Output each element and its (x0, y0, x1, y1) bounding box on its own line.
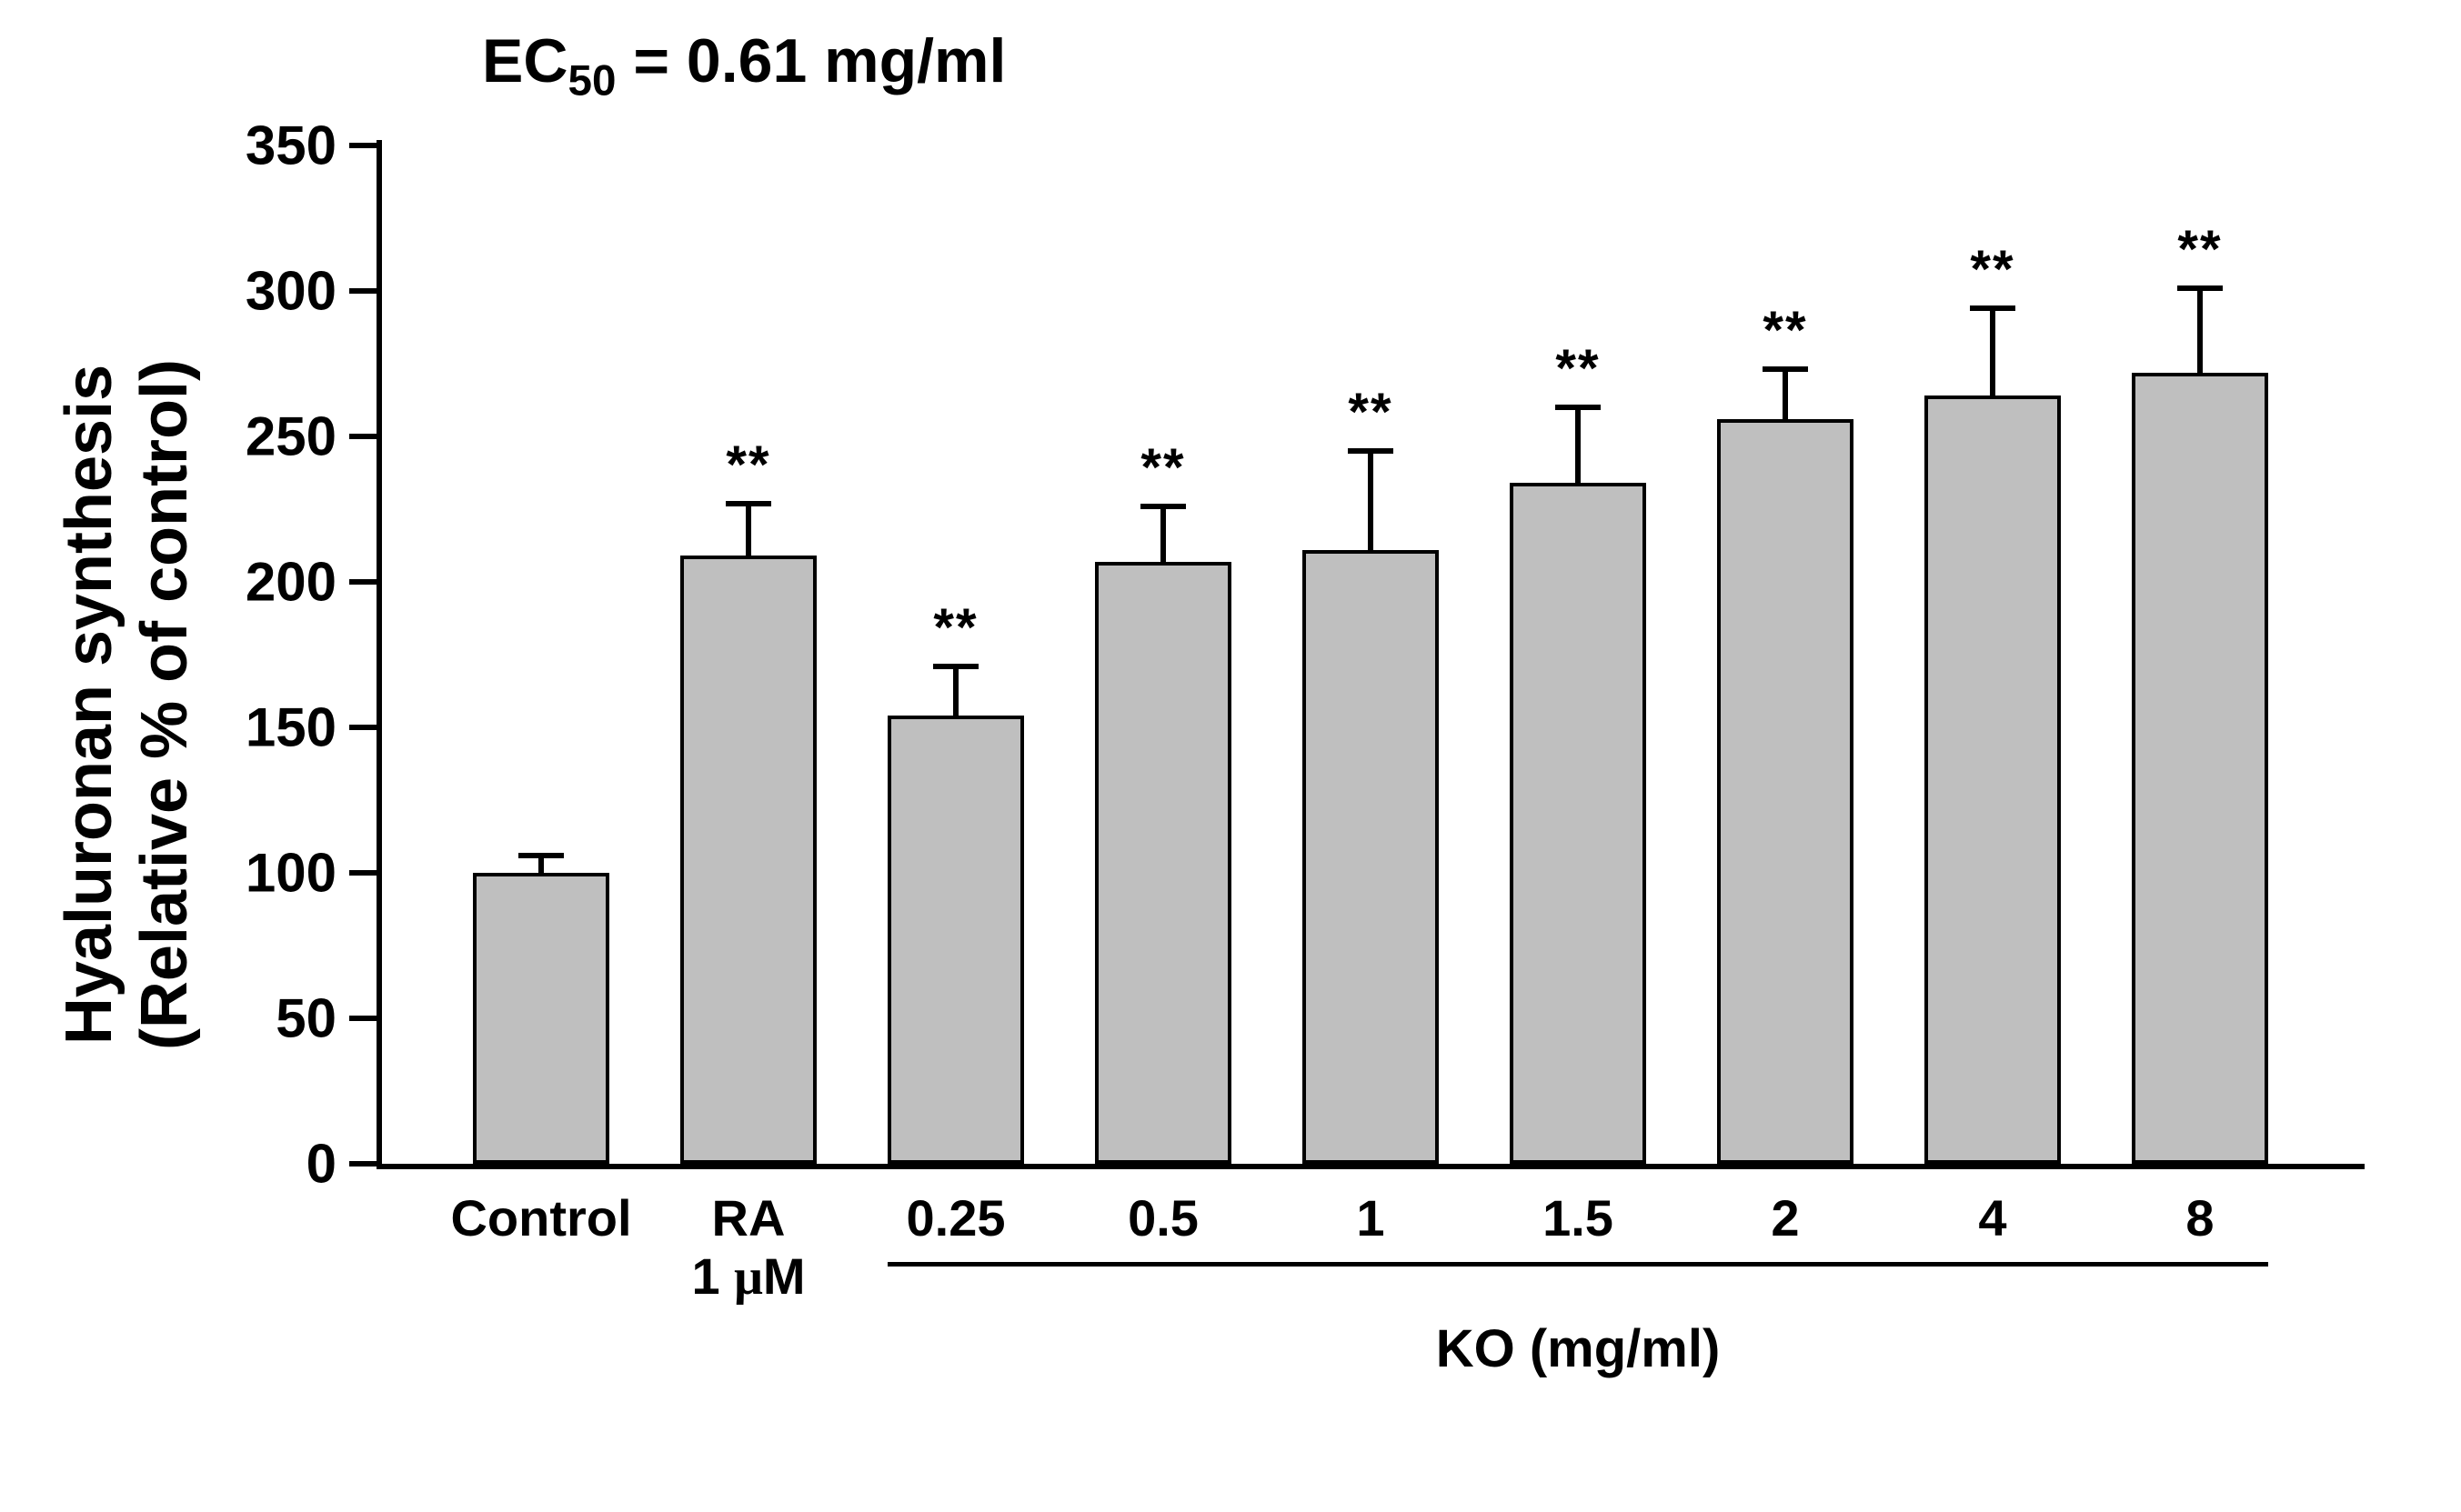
bar (2132, 373, 2268, 1164)
bar (1510, 483, 1646, 1164)
error-bar-cap (933, 664, 979, 669)
error-bar-cap (2177, 285, 2223, 291)
bar (680, 556, 817, 1164)
bar (1095, 562, 1231, 1164)
error-bar-stem (953, 666, 959, 716)
plot-area: 050100150200250300350Control**RA1 μM**0.… (382, 145, 2365, 1164)
error-bar-stem (1575, 407, 1581, 483)
bar (1302, 550, 1439, 1164)
y-tick-label: 300 (246, 260, 337, 323)
error-bar-cap (726, 501, 771, 506)
bar-chart-figure: EC50 = 0.61 mg/ml Hyaluronan synthesis (… (0, 0, 2461, 1512)
x-tick-label: 0.5 (1128, 1189, 1199, 1247)
y-axis-label-line1: Hyaluronan synthesis (52, 359, 127, 1050)
significance-marker: ** (1348, 382, 1392, 443)
significance-marker: ** (1140, 437, 1185, 498)
error-bar-stem (1160, 506, 1166, 562)
y-tick (349, 288, 377, 294)
x-tick-label: RA1 μM (691, 1189, 805, 1307)
significance-marker: ** (1555, 338, 1600, 399)
bar (888, 716, 1024, 1164)
y-tick (349, 143, 377, 148)
y-axis-label: Hyaluronan synthesis (Relative % of cont… (52, 359, 203, 1050)
error-bar-cap (1970, 305, 2015, 311)
x-tick-label: 2 (1771, 1189, 1799, 1247)
y-tick-label: 50 (276, 987, 337, 1050)
error-bar-stem (746, 504, 751, 556)
error-bar-stem (2197, 288, 2203, 373)
y-tick (349, 579, 377, 585)
x-tick-label: 1 (1356, 1189, 1384, 1247)
y-tick (349, 1016, 377, 1021)
error-bar-stem (1368, 451, 1373, 550)
error-bar-cap (1140, 504, 1186, 509)
y-tick-label: 0 (306, 1133, 337, 1196)
x-axis-line (377, 1164, 2365, 1169)
group-range-line (888, 1262, 2268, 1267)
x-tick-label: 1.5 (1542, 1189, 1613, 1247)
significance-marker: ** (726, 435, 770, 496)
x-tick-label: Control (450, 1189, 631, 1247)
x-tick-label: 8 (2185, 1189, 2214, 1247)
error-bar-cap (1348, 448, 1393, 454)
significance-marker: ** (1970, 239, 2014, 300)
significance-marker: ** (1763, 300, 1807, 361)
error-bar-cap (1763, 366, 1808, 372)
y-tick-label: 100 (246, 842, 337, 905)
y-tick (349, 1161, 377, 1167)
group-label: KO (mg/ml) (1436, 1318, 1721, 1379)
y-tick (349, 725, 377, 730)
y-tick-label: 200 (246, 551, 337, 614)
y-axis-label-line2: (Relative % of control) (127, 359, 203, 1050)
bar (473, 873, 609, 1164)
error-bar-cap (1555, 405, 1601, 410)
ec50-title: EC50 = 0.61 mg/ml (482, 25, 1006, 106)
error-bar-stem (1783, 369, 1788, 418)
bar (1924, 396, 2061, 1164)
y-tick-label: 350 (246, 115, 337, 177)
x-tick-label: 0.25 (907, 1189, 1006, 1247)
y-tick-label: 150 (246, 696, 337, 759)
y-tick (349, 434, 377, 439)
y-tick-label: 250 (246, 406, 337, 468)
error-bar-stem (1990, 308, 1995, 396)
ec50-text: EC50 = 0.61 mg/ml (482, 26, 1006, 95)
error-bar-cap (518, 853, 564, 858)
significance-marker: ** (933, 597, 978, 658)
x-tick-label: 4 (1978, 1189, 2006, 1247)
y-axis-line (377, 140, 382, 1164)
significance-marker: ** (2177, 219, 2222, 280)
y-tick (349, 870, 377, 876)
bar (1717, 419, 1853, 1164)
